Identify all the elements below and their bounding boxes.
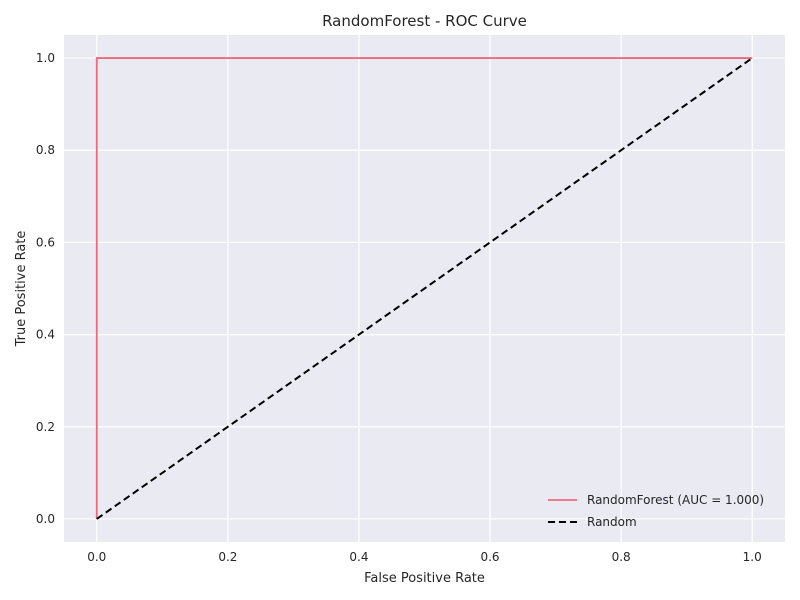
chart-title: RandomForest - ROC Curve	[322, 12, 527, 30]
x-tick-label: 0.8	[612, 550, 631, 564]
y-tick-label: 0.2	[36, 420, 55, 434]
y-tick-label: 0.6	[36, 235, 55, 249]
legend-label-1: Random	[587, 515, 637, 529]
y-tick-label: 0.0	[36, 512, 55, 526]
legend-label-0: RandomForest (AUC = 1.000)	[587, 493, 764, 507]
series-line-1	[96, 57, 753, 520]
x-tick-label: 0.6	[480, 550, 499, 564]
x-tick-label: 1.0	[743, 550, 762, 564]
y-tick-label: 1.0	[36, 51, 55, 65]
y-tick-label: 0.8	[36, 143, 55, 157]
x-axis-title: False Positive Rate	[364, 571, 485, 586]
y-axis-title: True Positive Rate	[14, 231, 29, 348]
x-tick-label: 0.0	[87, 550, 106, 564]
legend: RandomForest (AUC = 1.000) Random	[548, 493, 764, 529]
series-lines	[95, 57, 753, 520]
y-tick-label: 0.4	[36, 328, 55, 342]
x-tick-label: 0.2	[218, 550, 237, 564]
series-line-0	[95, 57, 753, 519]
x-tick-label: 0.4	[349, 550, 368, 564]
tick-labels: 0.0 0.2 0.4 0.6 0.8 1.0 0.0 0.2 0.4 0.6 0.8 1.0	[36, 51, 762, 564]
